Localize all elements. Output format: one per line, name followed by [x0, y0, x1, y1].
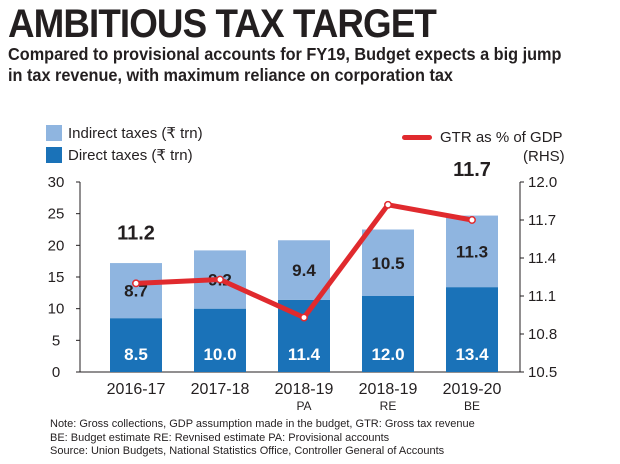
- bar-indirect: [110, 263, 162, 319]
- right-axis-tick-label: 10.8: [528, 326, 557, 343]
- right-axis-tick-label: 10.5: [528, 364, 557, 381]
- direct-value-label: 11.4: [288, 345, 321, 364]
- bar-indirect: [278, 240, 330, 300]
- right-axis: 10.5 10.8 11.1 11.4 11.7 12.0: [519, 174, 557, 381]
- bar-direct: [446, 287, 498, 372]
- bar-indirect: [362, 229, 414, 296]
- left-axis-tick-label: 0: [52, 364, 60, 381]
- legend-indirect-label: Indirect taxes (₹ trn): [68, 125, 203, 142]
- x-tick-sublabel: RE: [380, 399, 397, 413]
- x-tick-label: 2016-17: [107, 381, 166, 398]
- legend-direct: Direct taxes (₹ trn): [46, 146, 193, 164]
- legend-indirect: Indirect taxes (₹ trn): [46, 124, 203, 142]
- bar-direct: [194, 308, 246, 372]
- footnotes: Note: Gross collections, GDP assumption …: [50, 418, 475, 459]
- left-axis-tick-label: 20: [48, 237, 65, 254]
- legend-direct-label: Direct taxes (₹ trn): [68, 147, 193, 164]
- gtr-point: [468, 216, 476, 224]
- indirect-value-label: 11.3: [456, 242, 488, 261]
- direct-value-label: 10.0: [203, 345, 236, 364]
- x-tick-sublabel: PA: [296, 399, 311, 413]
- gtr-point: [216, 275, 224, 284]
- bar-direct: [110, 318, 162, 372]
- gtr-point: [300, 313, 308, 322]
- x-tick-sublabel: BE: [464, 399, 480, 413]
- right-axis-tick-label: 12.0: [528, 174, 557, 191]
- left-axis-tick-label: 30: [48, 174, 65, 191]
- right-axis-tick-label: 11.1: [528, 288, 556, 305]
- left-axis-tick-label: 10: [48, 301, 65, 318]
- x-axis-labels: 2016-17 2017-18 2018-19PA2018-19RE2019-20B…: [107, 381, 502, 413]
- gtr-annotation: 11.7: [453, 159, 491, 181]
- bars: 8.58.710.09.211.49.412.010.513.411.3: [110, 215, 498, 372]
- indirect-value-label: 10.5: [371, 254, 404, 273]
- right-axis-tick-label: 11.7: [528, 212, 556, 229]
- direct-value-label: 13.4: [455, 345, 489, 364]
- x-tick-label: 2017-18: [191, 381, 250, 398]
- x-tick-label: 2018-19: [275, 381, 334, 398]
- x-tick-label: 2019-20: [443, 381, 502, 398]
- left-axis-tick-label: 25: [48, 206, 65, 223]
- bar-indirect: [446, 215, 498, 288]
- legend-indirect-swatch: [46, 125, 62, 141]
- right-axis-tick-label: 11.4: [528, 250, 556, 267]
- source-line: Source: Union Budgets, National Statisti…: [50, 445, 445, 457]
- gtr-line-series: 11.2 11.7: [117, 159, 491, 322]
- legend-direct-swatch: [46, 147, 62, 163]
- left-axis-tick-label: 5: [52, 332, 60, 349]
- indirect-value-label: 9.4: [292, 261, 316, 280]
- direct-value-label: 8.5: [124, 345, 148, 364]
- left-axis: 0 5 10 15 20 25 30: [48, 174, 520, 381]
- legend-gtr-line: [402, 135, 432, 140]
- gtr-point: [384, 200, 392, 209]
- direct-value-label: 12.0: [371, 345, 404, 364]
- gtr-point: [132, 279, 140, 288]
- right-axis-unit: (RHS): [523, 148, 565, 165]
- chart-title: AMBITIOUS TAX TARGET: [8, 2, 437, 46]
- chart-subtitle: Compared to provisional accounts for FY1…: [8, 44, 562, 85]
- x-tick-label: 2018-19: [359, 381, 418, 398]
- bar-direct: [362, 296, 414, 372]
- legend-gtr-label: GTR as % of GDP: [440, 129, 563, 146]
- indirect-value-label: 8.7: [124, 282, 148, 301]
- gtr-annotation: 11.2: [117, 222, 155, 244]
- note-abbreviations: BE: Budget estimate RE: Revnised estimat…: [50, 431, 390, 444]
- left-axis-tick-label: 15: [48, 269, 65, 286]
- legend-gtr: GTR as % of GDP: [402, 129, 563, 146]
- note-line: Note: Gross collections, GDP assumption …: [50, 418, 475, 430]
